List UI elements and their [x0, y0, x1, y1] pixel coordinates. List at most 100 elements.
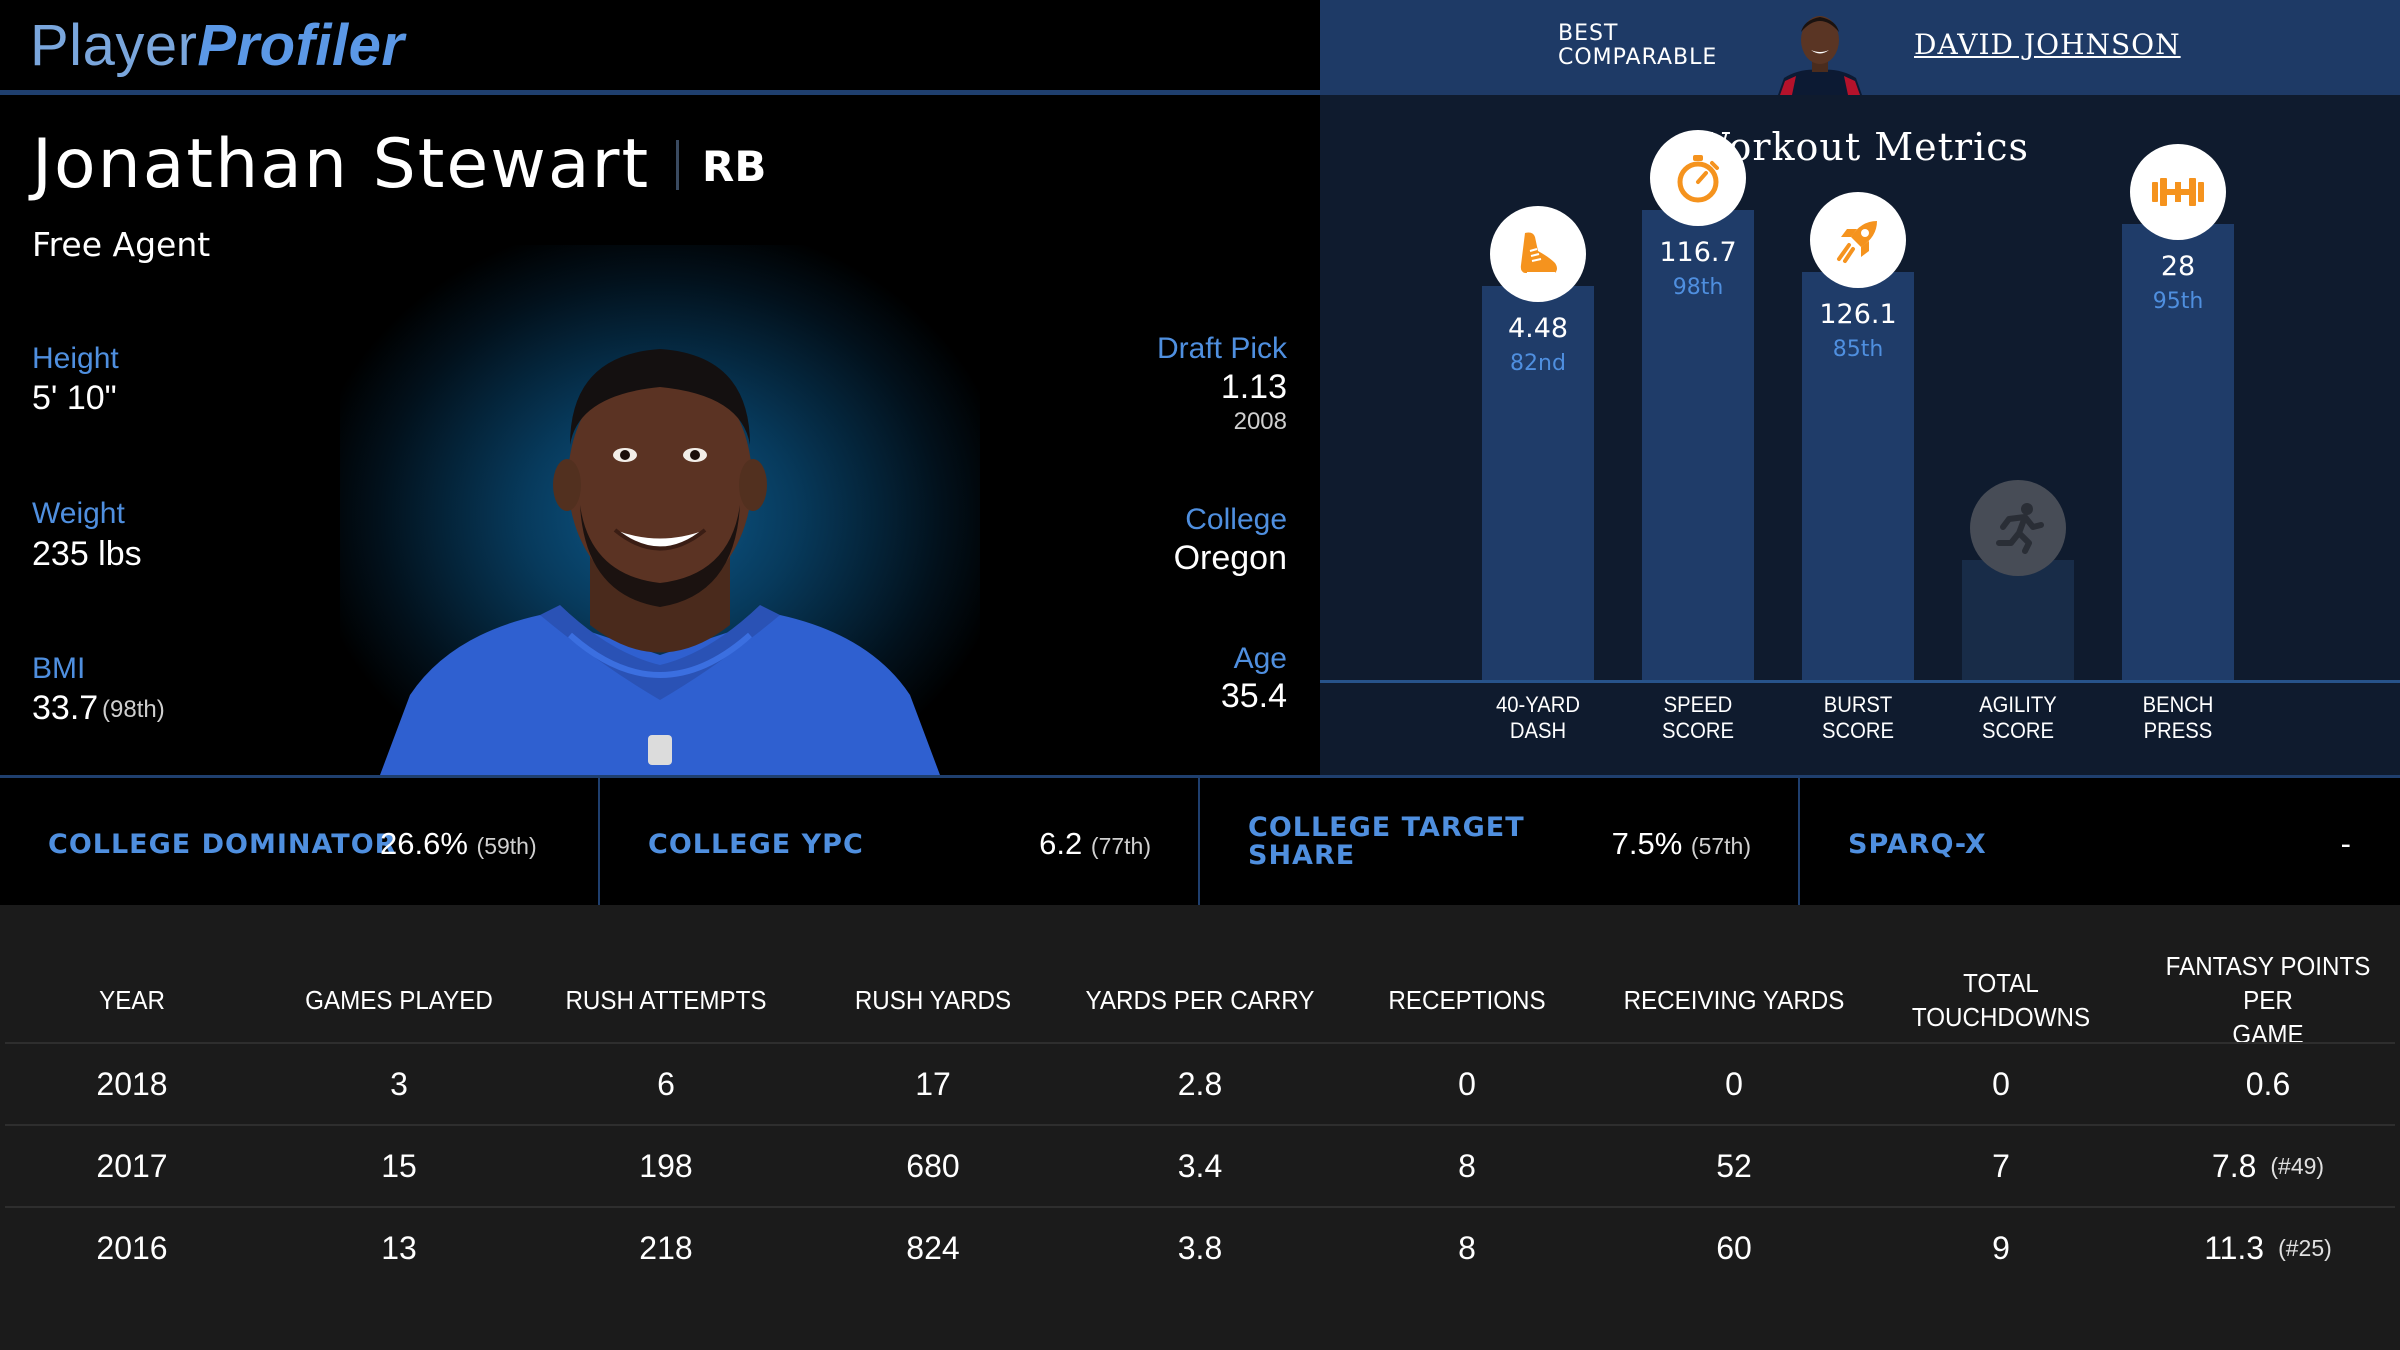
- column-header-text: YEAR: [99, 983, 165, 1017]
- workout-label-line2: SCORE: [1662, 718, 1734, 743]
- cell-value: 60: [1716, 1230, 1752, 1266]
- logo-text-player: Player: [30, 13, 198, 78]
- column-header[interactable]: TOTAL TOUCHDOWNS: [1878, 955, 2124, 1045]
- workout-label-line2: SCORE: [1822, 718, 1894, 743]
- table-cell-rec: 0: [1335, 1044, 1599, 1125]
- cell-value: 198: [639, 1148, 693, 1184]
- cell-value: 824: [906, 1230, 960, 1266]
- column-header-line1: YARDS PER CARRY: [1085, 985, 1315, 1015]
- best-comparable-player-link[interactable]: DAVID JOHNSON: [1914, 28, 2181, 61]
- workout-label: BENCH PRESS: [2104, 692, 2251, 744]
- column-header-line1: RUSH ATTEMPTS: [565, 985, 767, 1015]
- column-header-line1: TOTAL TOUCHDOWNS: [1911, 968, 2091, 1032]
- cell-value: 7.8: [2211, 1148, 2257, 1184]
- workout-label: BURST SCORE: [1784, 692, 1931, 744]
- table-cell-rush-yds: 680: [801, 1126, 1065, 1207]
- workout-label-line1: 40-YARD: [1495, 692, 1580, 717]
- table-cell-fppg: 11.3 (#25): [2136, 1208, 2400, 1289]
- column-header[interactable]: YARDS PER CARRY: [1077, 955, 1323, 1045]
- column-header-line1: RECEPTIONS: [1388, 985, 1546, 1015]
- draft-pick-value: 1.13: [1220, 368, 1287, 406]
- table-row: 2018 3 6 17 2.8 0 0 0 0.6: [5, 1042, 2395, 1123]
- table-cell-games: 3: [267, 1044, 531, 1125]
- table-cell-rush-yds: 824: [801, 1208, 1065, 1289]
- fantasy-rank: (#49): [2270, 1153, 2325, 1179]
- metric-sparq-x: SPARQ-X -: [1800, 778, 2400, 905]
- bmi-label: BMI: [32, 652, 86, 685]
- table-row: 2017 15 198 680 3.4 8 52 7 7.8 (#49): [5, 1124, 2395, 1205]
- table-row: 2016 13 218 824 3.8 8 60 9 11.3 (#25): [5, 1206, 2395, 1287]
- cell-value: 17: [915, 1066, 951, 1102]
- workout-chart-baseline: [1320, 680, 2400, 683]
- metric-divider: [1798, 778, 1800, 905]
- workout-value: 116.7: [1659, 237, 1737, 268]
- cell-value: 3.8: [1177, 1230, 1223, 1266]
- table-cell-rec-yds: 52: [1602, 1126, 1866, 1207]
- player-profile-panel: Jonathan Stewart RB Free Agent Height 5'…: [0, 95, 1320, 775]
- runner-icon: [1970, 480, 2066, 576]
- age-value: 35.4: [1220, 677, 1287, 715]
- player-photo: [370, 335, 950, 775]
- metric-value: -: [2340, 826, 2351, 861]
- cell-value: 3: [390, 1066, 408, 1102]
- site-logo[interactable]: PlayerProfiler: [30, 14, 404, 78]
- table-cell-rush-att: 198: [534, 1126, 798, 1207]
- column-header-text: FANTASY POINTS PER GAME: [2145, 949, 2391, 1051]
- column-header-text: RECEIVING YARDS: [1624, 983, 1845, 1017]
- cell-value: 218: [639, 1230, 693, 1266]
- column-header[interactable]: RUSH YARDS: [810, 955, 1056, 1045]
- workout-value: 4.48: [1507, 313, 1569, 344]
- column-header-line2: GAME: [2232, 1019, 2304, 1049]
- metric-label-line2: SHARE: [1248, 840, 1356, 871]
- workout-label-line2: SCORE: [1982, 718, 2054, 743]
- column-header[interactable]: RECEIVING YARDS: [1611, 955, 1857, 1045]
- player-position: RB: [702, 142, 767, 191]
- table-cell-year: 2016: [0, 1208, 264, 1289]
- table-cell-ypc: 2.8: [1068, 1044, 1332, 1125]
- metric-percentile: (59th): [476, 833, 537, 859]
- metric-college-target-share: COLLEGE TARGET SHARE 7.5% (57th): [1200, 778, 1800, 905]
- cell-value: 8: [1458, 1230, 1476, 1266]
- player-team: Free Agent: [32, 225, 211, 264]
- column-header[interactable]: YEAR: [9, 955, 255, 1045]
- column-header[interactable]: RUSH ATTEMPTS: [543, 955, 789, 1045]
- table-cell-td: 0: [1869, 1044, 2133, 1125]
- workout-bar: [1642, 210, 1754, 680]
- draft-year: 2008: [1233, 408, 1287, 435]
- workout-label-line1: BENCH: [2142, 692, 2214, 717]
- column-header-text: RUSH ATTEMPTS: [565, 983, 766, 1017]
- workout-value: 28: [2160, 251, 2196, 282]
- weight-label: Weight: [32, 497, 125, 530]
- cell-value: 0: [1992, 1066, 2010, 1102]
- table-cell-games: 15: [267, 1126, 531, 1207]
- table-cell-ypc: 3.4: [1068, 1126, 1332, 1207]
- column-header[interactable]: GAMES PLAYED: [276, 955, 522, 1045]
- workout-bar: [1482, 286, 1594, 680]
- column-header-text: TOTAL TOUCHDOWNS: [1878, 966, 2124, 1034]
- workout-label-line2: DASH: [1509, 718, 1567, 743]
- weight-value: 235 lbs: [32, 535, 142, 573]
- header-divider: [0, 90, 1320, 95]
- cell-value: 2018: [96, 1066, 168, 1102]
- metric-percentile: (57th): [1690, 833, 1751, 859]
- workout-bar: [2122, 224, 2234, 680]
- workout-label: 40-YARD DASH: [1464, 692, 1611, 744]
- rocket-icon: [1810, 192, 1906, 288]
- column-header[interactable]: RECEPTIONS: [1344, 955, 1590, 1045]
- workout-percentile: 82nd: [1510, 351, 1566, 376]
- metric-divider: [598, 778, 600, 905]
- workout-label-line1: AGILITY: [1979, 692, 2057, 717]
- cell-value: 0: [1725, 1066, 1743, 1102]
- workout-bar: [1962, 560, 2074, 680]
- cell-value: 680: [906, 1148, 960, 1184]
- column-header[interactable]: FANTASY POINTS PER GAME: [2145, 951, 2391, 1049]
- college-label: College: [1185, 503, 1287, 536]
- bmi-value: 33.7: [32, 689, 99, 727]
- table-cell-rec: 8: [1335, 1126, 1599, 1207]
- column-header-line1: GAMES PLAYED: [305, 985, 493, 1015]
- name-position-divider: [676, 140, 679, 190]
- season-stats-table: YEAR GAMES PLAYED RUSH ATTEMPTS RUSH YARDS Y…: [0, 905, 2400, 1350]
- workout-label-line2: PRESS: [2143, 718, 2213, 743]
- table-cell-td: 9: [1869, 1208, 2133, 1289]
- cell-value: 2017: [96, 1148, 168, 1184]
